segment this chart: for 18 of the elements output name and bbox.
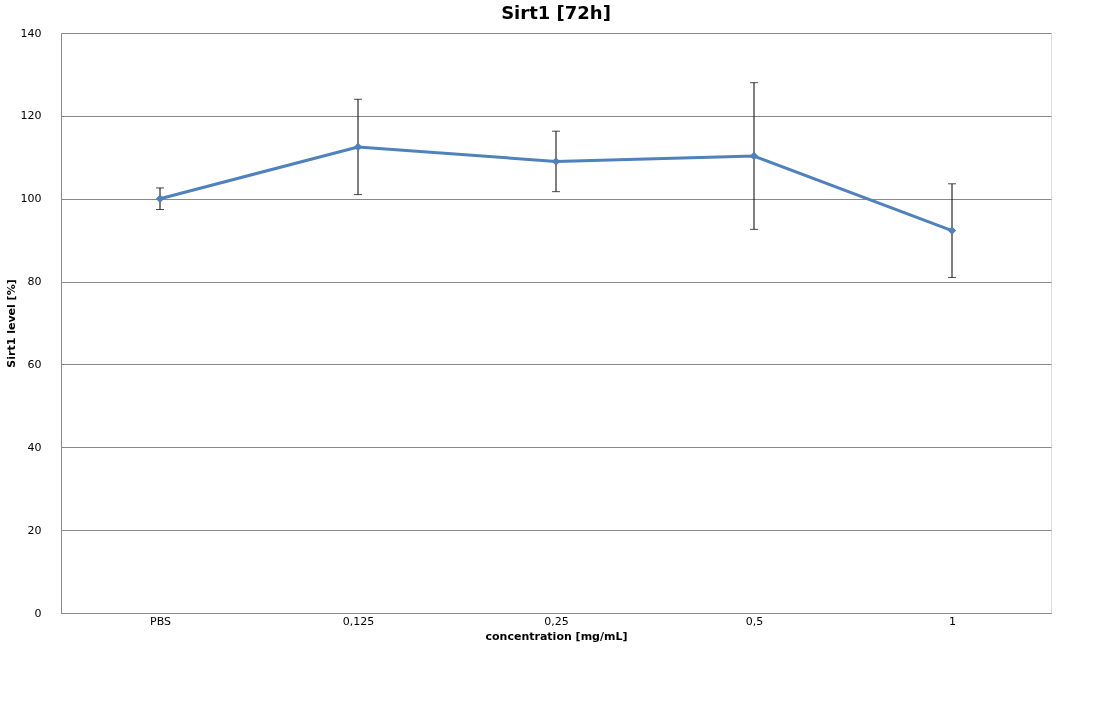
point [947,226,957,235]
y-tick-label: 120 [20,109,42,123]
chart-title: Sirt1 [72h] [501,2,611,23]
y-tick-label: 40 [27,440,42,454]
x-axis-title: concentration [mg/mL] [485,629,628,643]
x-tick-label: 0,5 [745,614,764,628]
x-tick-label: 0,125 [342,614,375,628]
x-tick-label: 1 [949,614,956,628]
y-tick-label: 140 [20,26,42,40]
y-tick-label: 20 [27,523,42,537]
y-tick-label: 80 [27,275,42,289]
y-tick-label: 100 [20,192,42,206]
point [155,194,165,203]
y-tick-label: 60 [27,357,42,371]
x-tick-label: PBS [150,614,171,628]
y-tick-label: 0 [34,606,42,620]
x-tick-label: 0,25 [544,614,569,628]
y-axis-title: Sirt1 level [%] [4,279,18,368]
